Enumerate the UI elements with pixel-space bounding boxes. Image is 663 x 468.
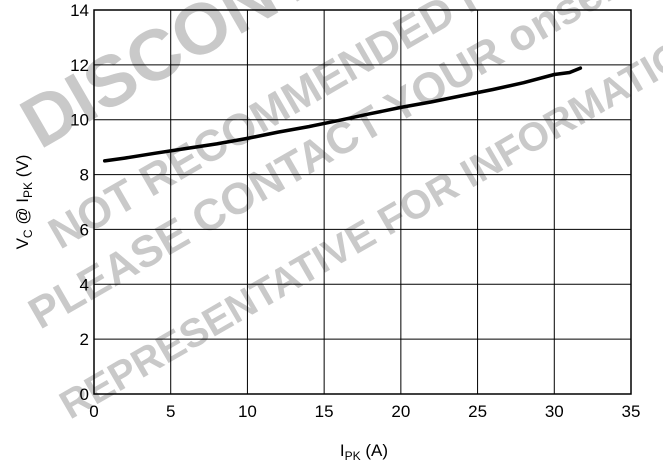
x-tick-label: 15 [315, 402, 334, 421]
y-tick-label: 14 [70, 1, 89, 20]
y-tick-label: 6 [80, 220, 89, 239]
plot-frame [93, 9, 632, 395]
y-axis-label: VC @ IPK (V) [13, 155, 35, 250]
x-tick-label: 0 [89, 402, 98, 421]
x-tick-label: 5 [166, 402, 175, 421]
y-tick-label: 0 [80, 385, 89, 404]
x-axis-label: IPK (A) [340, 441, 388, 463]
y-tick-label: 2 [80, 330, 89, 349]
y-tick-label: 8 [80, 166, 89, 185]
x-tick-label: 10 [238, 402, 257, 421]
y-tick-labels: 0 2 4 6 8 10 12 14 [70, 1, 89, 404]
x-tick-label: 25 [468, 402, 487, 421]
series-line [102, 66, 583, 163]
x-tick-labels: 0 5 10 15 20 25 30 35 [89, 402, 640, 421]
y-tick-label: 12 [70, 56, 89, 75]
watermark: DISCONTINUEDNOT RECOMMENDED FOR NEW DESI… [8, 0, 663, 428]
y-tick-label: 10 [70, 111, 89, 130]
series-layer [102, 66, 583, 163]
x-tick-label: 20 [391, 402, 410, 421]
x-tick-label: 30 [545, 402, 564, 421]
x-tick-label: 35 [622, 402, 641, 421]
y-tick-label: 4 [80, 275, 89, 294]
grid [94, 10, 631, 394]
